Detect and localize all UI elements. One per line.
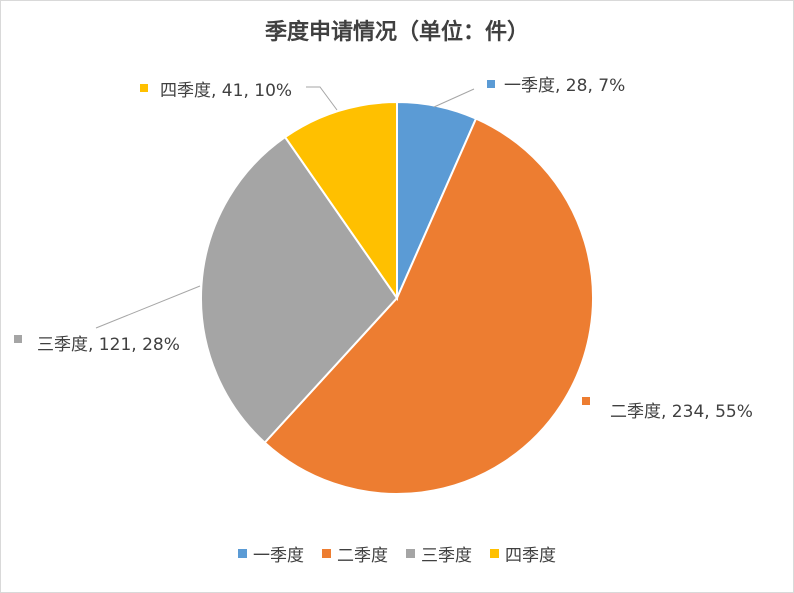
leader-line-q3 bbox=[95, 285, 201, 329]
leader-line-q1 bbox=[433, 88, 475, 108]
legend-swatch-q4 bbox=[490, 549, 499, 558]
legend-item-q4: 四季度 bbox=[490, 541, 556, 566]
legend-label-q2: 二季度 bbox=[337, 546, 388, 566]
data-label-marker-q1 bbox=[487, 80, 495, 88]
chart-title: 季度申请情况（单位：件） bbox=[264, 20, 529, 45]
legend-item-q2: 二季度 bbox=[322, 541, 388, 566]
pie-slice-q2 bbox=[263, 117, 594, 495]
data-label-marker-q4 bbox=[140, 84, 148, 92]
chart-legend: 一季度 二季度 三季度 四季度 bbox=[0, 541, 794, 566]
legend-item-q3: 三季度 bbox=[406, 541, 472, 566]
legend-label-q3: 三季度 bbox=[421, 546, 472, 566]
legend-swatch-q3 bbox=[406, 549, 415, 558]
legend-swatch-q2 bbox=[322, 549, 331, 558]
pie-slice-q3 bbox=[200, 135, 399, 445]
pie-slice-q4 bbox=[283, 100, 398, 302]
data-label-q2: 二季度, 234, 55% bbox=[610, 402, 753, 422]
legend-swatch-q1 bbox=[238, 549, 247, 558]
data-label-marker-q2 bbox=[582, 397, 590, 405]
data-label-q4: 四季度, 41, 10% bbox=[160, 81, 292, 101]
legend-label-q4: 四季度 bbox=[505, 546, 556, 566]
leader-line-q4 bbox=[306, 86, 338, 111]
data-label-q1: 一季度, 28, 7% bbox=[504, 76, 625, 96]
legend-label-q1: 一季度 bbox=[253, 546, 304, 566]
data-label-marker-q3 bbox=[14, 335, 22, 343]
legend-item-q1: 一季度 bbox=[238, 541, 304, 566]
data-label-q3: 三季度, 121, 28% bbox=[37, 335, 180, 355]
